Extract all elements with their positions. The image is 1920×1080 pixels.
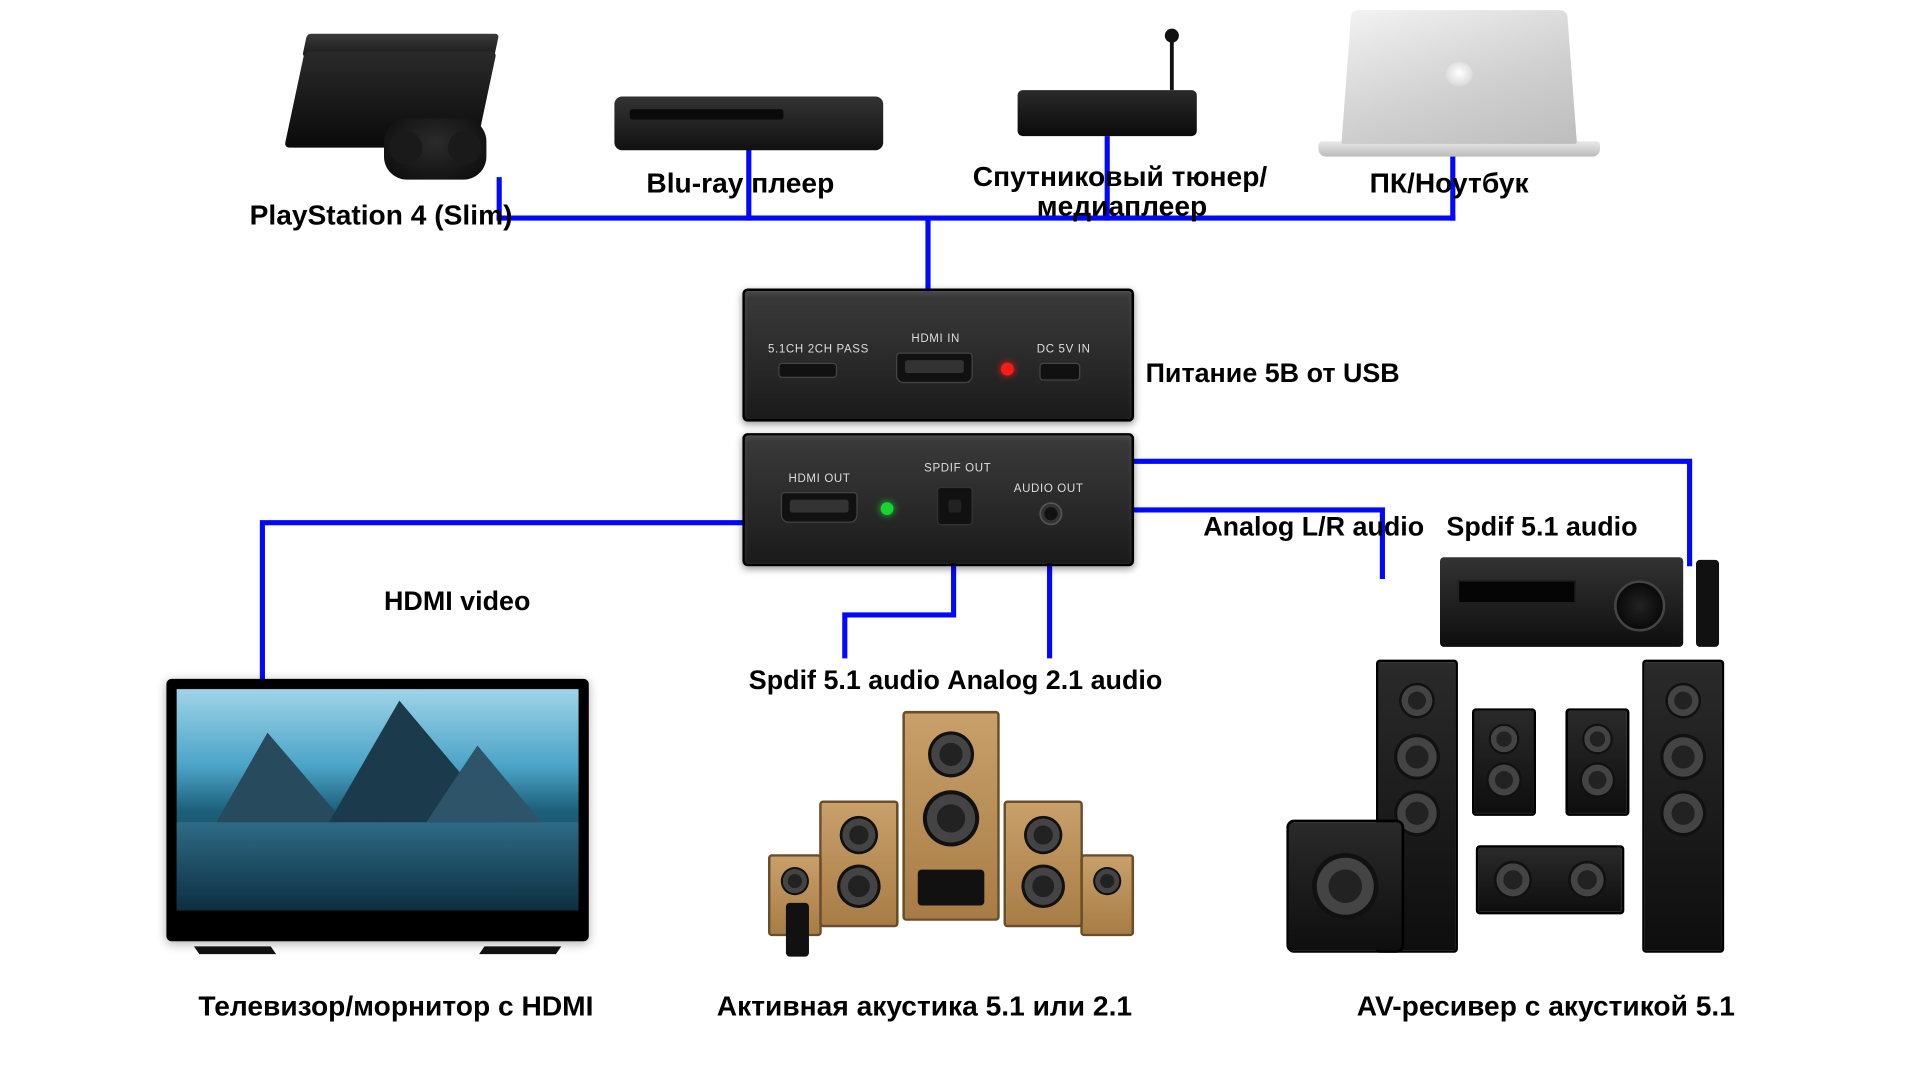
label-avr: AV-ресивер с акустикой 5.1 (1357, 990, 1735, 1023)
label-laptop: ПК/Ноутбук (1370, 167, 1529, 200)
port-label-audio: AUDIO OUT (1014, 482, 1084, 495)
label-active-speakers: Активная акустика 5.1 или 2.1 (717, 990, 1132, 1023)
dc-5v-port (1039, 363, 1080, 381)
device-tuner (1018, 90, 1197, 136)
power-led-red (1001, 363, 1014, 376)
port-label-hdmi-out: HDMI OUT (788, 472, 850, 485)
label-analog-lr: Analog L/R audio (1203, 512, 1424, 543)
spdif-out-port (937, 487, 973, 525)
hdmi-in-port (896, 352, 973, 383)
avr-remote-icon (1696, 560, 1719, 647)
port-label-dc: DC 5V IN (1037, 342, 1091, 355)
mode-switch (778, 363, 837, 378)
device-laptop (1318, 141, 1600, 156)
label-tv: Телевизор/морнитор с HDMI (198, 990, 593, 1023)
hdmi-out-port (781, 492, 858, 523)
label-spdif-right: Spdif 5.1 audio (1446, 512, 1637, 543)
speakers-remote-icon (786, 903, 809, 957)
label-bluray: Blu-ray плеер (646, 167, 834, 200)
label-tuner-2: медиаплеер (1037, 190, 1207, 223)
label-ps4: PlayStation 4 (Slim) (250, 199, 513, 232)
label-tuner-1: Спутниковый тюнер/ (973, 160, 1267, 193)
label-power: Питание 5В от USB (1146, 359, 1400, 390)
device-ps4 (294, 52, 512, 193)
device-active-speakers (768, 711, 1126, 954)
status-led-green (881, 502, 894, 515)
device-avr-system (1286, 557, 1747, 954)
av-receiver (1440, 557, 1683, 647)
device-bluray (614, 96, 883, 150)
diagram-stage: PlayStation 4 (Slim) Blu-ray плеер Спутн… (0, 0, 1920, 1079)
port-label-spdif: SPDIF OUT (924, 461, 991, 474)
extractor-bottom: HDMI OUT SPDIF OUT AUDIO OUT (742, 433, 1134, 566)
extractor-top: 5.1CH 2CH PASS HDMI IN DC 5V IN (742, 288, 1134, 421)
label-analog21: Analog 2.1 audio (947, 666, 1162, 697)
label-hdmi-video: HDMI video (384, 587, 530, 618)
port-label-switch: 5.1CH 2CH PASS (768, 342, 869, 355)
device-tv (166, 679, 588, 941)
audio-out-jack (1039, 502, 1062, 525)
port-label-hdmi-in: HDMI IN (911, 332, 960, 345)
label-spdif-left: Spdif 5.1 audio (749, 666, 940, 697)
